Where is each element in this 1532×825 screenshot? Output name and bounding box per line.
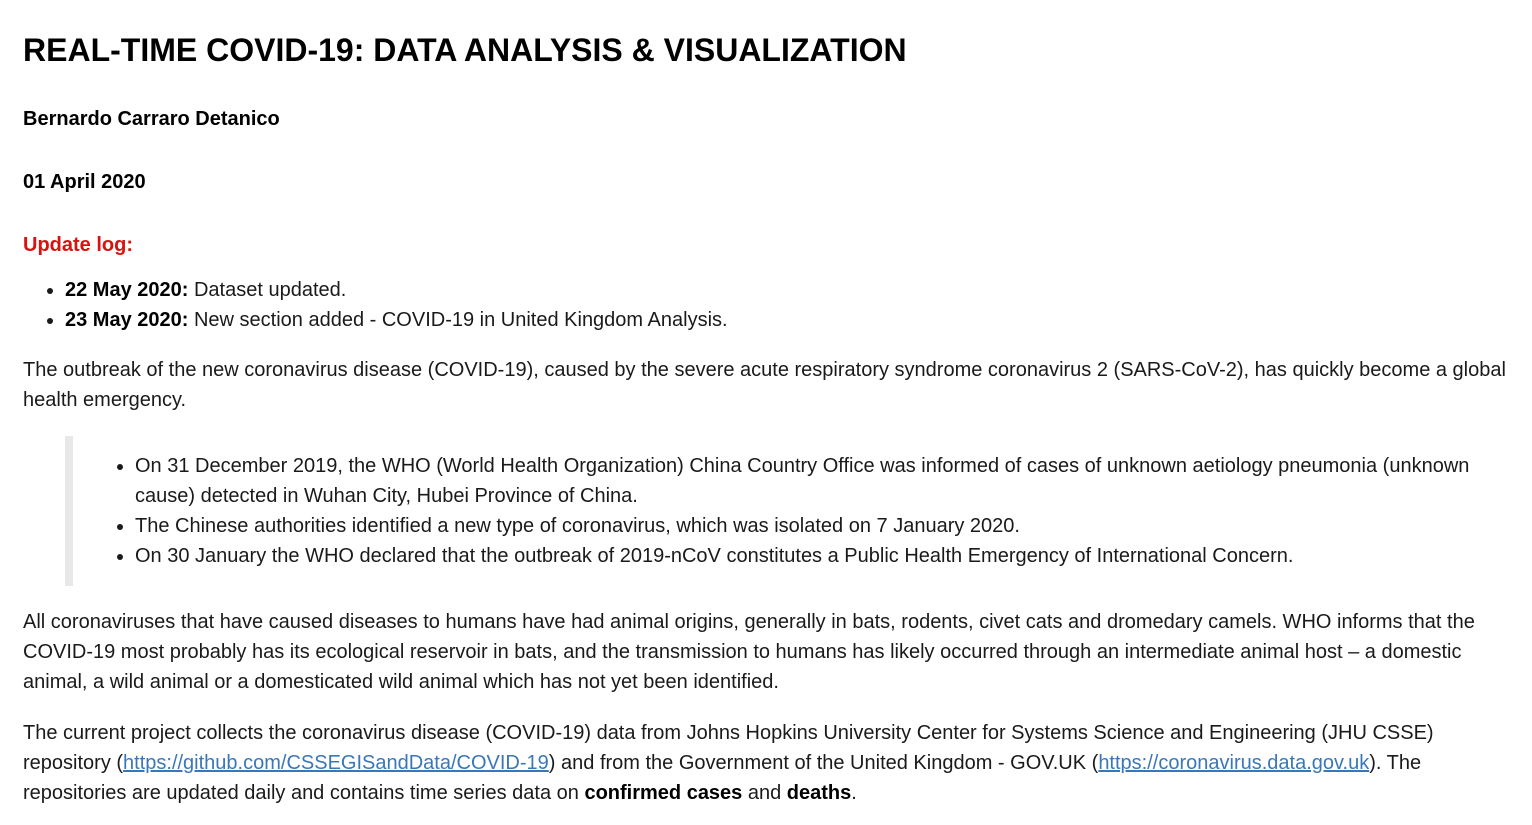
timeline-blockquote: On 31 December 2019, the WHO (World Heal… (65, 436, 1509, 586)
update-log-item: 22 May 2020: Dataset updated. (65, 275, 1509, 305)
project-text: . (851, 782, 857, 804)
project-text: ). The repositories are updated daily an… (23, 752, 1422, 804)
project-text: The current project collects the coronav… (23, 722, 1434, 774)
timeline-item: On 31 December 2019, the WHO (World Heal… (135, 451, 1509, 511)
update-log-date: 23 May 2020: (65, 309, 189, 331)
timeline-item: On 30 January the WHO declared that the … (135, 541, 1509, 571)
update-log-item: 23 May 2020: New section added - COVID-1… (65, 305, 1509, 335)
document-page: REAL-TIME COVID-19: DATA ANALYSIS & VISU… (0, 0, 1532, 808)
update-log-text: New section added - COVID-19 in United K… (188, 309, 728, 331)
update-log-date: 22 May 2020: (65, 279, 189, 301)
author-name: Bernardo Carraro Detanico (23, 108, 280, 130)
project-text: ) and from the Government of the United … (548, 752, 1099, 774)
publication-date: 01 April 2020 (23, 171, 146, 193)
deaths-term: deaths (786, 782, 852, 804)
timeline-item: The Chinese authorities identified a new… (135, 511, 1509, 541)
update-log-list: 22 May 2020: Dataset updated. 23 May 202… (23, 275, 1509, 335)
update-log-text: Dataset updated. (188, 279, 347, 301)
jhu-repo-link[interactable]: https://github.com/CSSEGISandData/COVID-… (123, 752, 549, 774)
confirmed-cases-term: confirmed cases (584, 782, 743, 804)
page-title: REAL-TIME COVID-19: DATA ANALYSIS & VISU… (23, 32, 907, 68)
update-log-heading: Update log: (23, 234, 133, 256)
project-text: and (742, 782, 787, 804)
timeline-list: On 31 December 2019, the WHO (World Heal… (107, 451, 1509, 571)
intro-paragraph: The outbreak of the new coronavirus dise… (23, 359, 1506, 411)
origins-paragraph: All coronaviruses that have caused disea… (23, 611, 1475, 693)
govuk-link[interactable]: https://coronavirus.data.gov.uk (1098, 752, 1370, 774)
project-paragraph: The current project collects the coronav… (23, 718, 1509, 808)
